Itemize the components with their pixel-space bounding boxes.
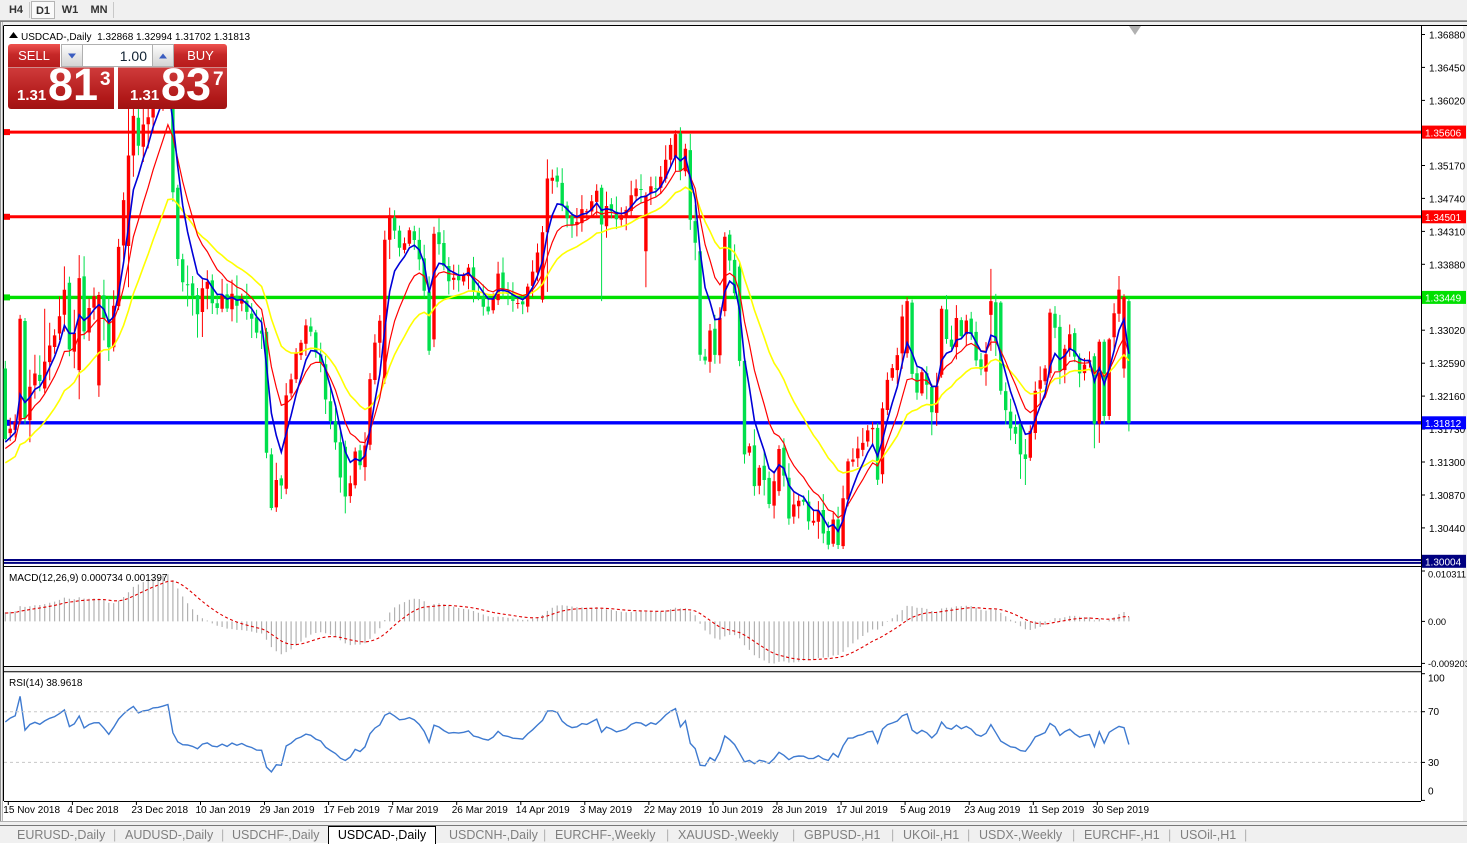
- svg-text:28 Jun 2019: 28 Jun 2019: [772, 805, 827, 816]
- svg-text:-0.009203: -0.009203: [1428, 659, 1467, 669]
- svg-text:USDCAD-,Daily 1.32868 1.32994: USDCAD-,Daily 1.32868 1.32994 1.31702 1.…: [21, 32, 250, 43]
- svg-text:30 Sep 2019: 30 Sep 2019: [1092, 805, 1149, 816]
- svg-text:5 Aug 2019: 5 Aug 2019: [900, 805, 951, 816]
- svg-text:1.31730: 1.31730: [1429, 425, 1466, 436]
- svg-text:1.34740: 1.34740: [1429, 194, 1466, 205]
- svg-text:1.30870: 1.30870: [1429, 491, 1466, 502]
- svg-text:4 Dec 2018: 4 Dec 2018: [67, 805, 119, 816]
- svg-text:26 Mar 2019: 26 Mar 2019: [452, 805, 509, 816]
- svg-text:1.34501: 1.34501: [1425, 213, 1462, 224]
- svg-text:1.33020: 1.33020: [1429, 326, 1466, 337]
- svg-text:3 May 2019: 3 May 2019: [580, 805, 633, 816]
- svg-text:1.35170: 1.35170: [1429, 162, 1466, 173]
- svg-text:0.010311: 0.010311: [1428, 570, 1466, 580]
- svg-text:1.33449: 1.33449: [1425, 294, 1462, 305]
- svg-text:1.36450: 1.36450: [1429, 63, 1466, 74]
- svg-text:23 Dec 2018: 23 Dec 2018: [131, 805, 188, 816]
- svg-text:70: 70: [1428, 707, 1440, 718]
- svg-text:1.33880: 1.33880: [1429, 260, 1466, 271]
- svg-text:10 Jun 2019: 10 Jun 2019: [708, 805, 763, 816]
- svg-text:7 Mar 2019: 7 Mar 2019: [388, 805, 439, 816]
- svg-text:1.30440: 1.30440: [1429, 524, 1466, 535]
- svg-text:1.31300: 1.31300: [1429, 458, 1466, 469]
- svg-text:1.31812: 1.31812: [1425, 419, 1462, 430]
- svg-text:10 Jan 2019: 10 Jan 2019: [196, 805, 251, 816]
- svg-text:1.35606: 1.35606: [1425, 128, 1462, 139]
- svg-text:30: 30: [1428, 758, 1440, 769]
- svg-text:RSI(14) 38.9618: RSI(14) 38.9618: [9, 678, 83, 689]
- svg-text:23 Aug 2019: 23 Aug 2019: [964, 805, 1021, 816]
- svg-text:14 Apr 2019: 14 Apr 2019: [516, 805, 570, 816]
- svg-text:1.36020: 1.36020: [1429, 96, 1466, 107]
- svg-text:100: 100: [1428, 674, 1445, 685]
- svg-text:17 Jul 2019: 17 Jul 2019: [836, 805, 888, 816]
- svg-text:22 May 2019: 22 May 2019: [644, 805, 702, 816]
- svg-text:1.30004: 1.30004: [1425, 558, 1462, 569]
- svg-text:29 Jan 2019: 29 Jan 2019: [260, 805, 315, 816]
- svg-text:15 Nov 2018: 15 Nov 2018: [3, 805, 60, 816]
- svg-text:11 Sep 2019: 11 Sep 2019: [1028, 805, 1084, 816]
- svg-text:1.32160: 1.32160: [1429, 392, 1466, 403]
- svg-text:1.32590: 1.32590: [1429, 359, 1466, 370]
- svg-text:1.36880: 1.36880: [1429, 31, 1466, 42]
- svg-text:0: 0: [1428, 787, 1434, 798]
- svg-text:MACD(12,26,9) 0.000734 0.00139: MACD(12,26,9) 0.000734 0.001397: [9, 573, 168, 584]
- svg-text:17 Feb 2019: 17 Feb 2019: [324, 805, 381, 816]
- svg-text:1.34310: 1.34310: [1429, 227, 1466, 238]
- svg-text:0.00: 0.00: [1428, 617, 1446, 627]
